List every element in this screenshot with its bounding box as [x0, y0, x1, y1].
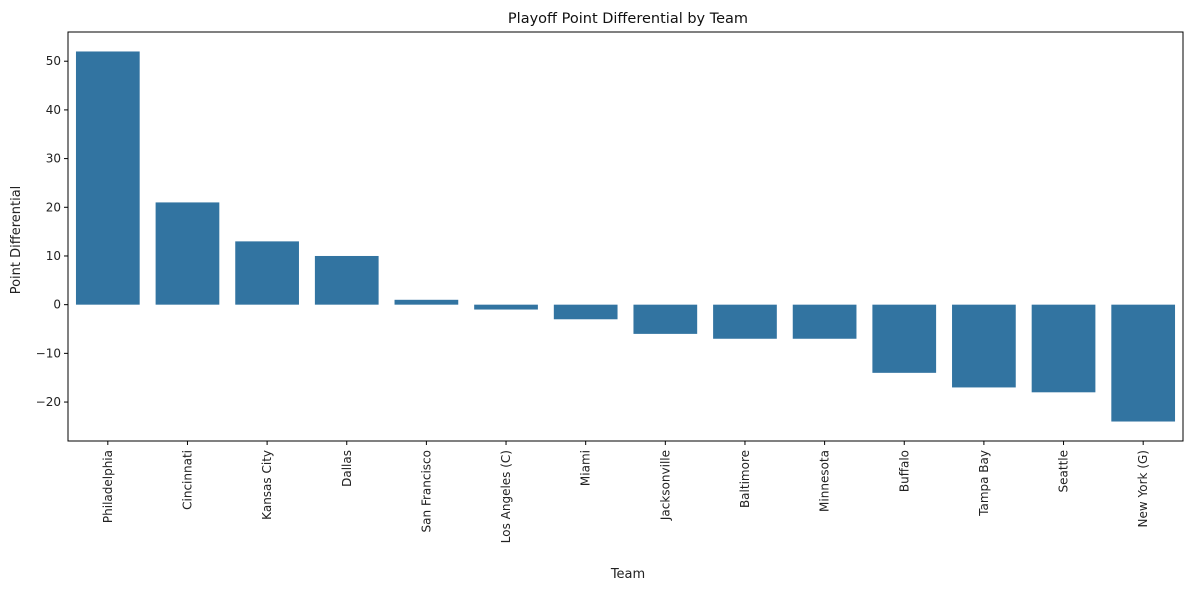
x-tick-label: Minnesota — [818, 450, 832, 512]
bar-san-francisco — [394, 299, 459, 305]
bar-tampa-bay — [952, 304, 1016, 388]
x-tick-label: Buffalo — [897, 450, 911, 492]
x-tick-label: New York (G) — [1136, 450, 1150, 527]
y-axis-ticks: −20 −10 0 10 20 30 40 50 — [36, 54, 68, 409]
bar-los-angeles-c — [474, 304, 538, 310]
y-tick-label: 0 — [53, 298, 61, 312]
y-tick-label: 20 — [46, 200, 61, 214]
y-tick-label: 40 — [46, 103, 61, 117]
y-tick-label: 10 — [46, 249, 61, 263]
x-tick-label: Cincinnati — [180, 450, 194, 510]
bar-dallas — [314, 255, 379, 305]
bar-philadelphia — [75, 51, 140, 305]
y-tick-label: 30 — [46, 152, 61, 166]
y-axis-label: Point Differential — [9, 186, 24, 295]
x-axis-ticks: Philadelphia Cincinnati Kansas City Dallas S… — [101, 441, 1150, 543]
chart-title: Playoff Point Differential by Team — [508, 11, 748, 27]
bar-jacksonville — [633, 304, 698, 334]
y-tick-label: −10 — [36, 346, 61, 360]
bar-baltimore — [713, 304, 777, 339]
x-tick-label: Dallas — [340, 450, 354, 487]
x-axis-label: Team — [610, 567, 645, 582]
y-tick-label: −20 — [36, 395, 61, 409]
bar-kansas-city — [235, 241, 299, 305]
x-tick-label: Jacksonville — [658, 450, 672, 521]
bar-miami — [553, 304, 618, 320]
x-tick-label: Tampa Bay — [977, 450, 991, 517]
x-tick-label: Baltimore — [738, 450, 752, 508]
x-tick-label: San Francisco — [419, 450, 433, 532]
axes-frame — [67, 31, 1184, 442]
x-tick-label: Philadelphia — [101, 450, 115, 523]
bar-seattle — [1031, 304, 1096, 393]
x-tick-label: Los Angeles (C) — [499, 450, 513, 543]
plot-area — [75, 51, 1176, 422]
x-tick-label: Seattle — [1057, 450, 1071, 492]
bar-cincinnati — [155, 202, 220, 305]
x-tick-label: Kansas City — [260, 450, 274, 520]
bar-buffalo — [872, 304, 937, 373]
bar-minnesota — [792, 304, 857, 339]
x-tick-label: Miami — [579, 450, 593, 486]
bar-new-york-g — [1111, 304, 1176, 422]
y-tick-label: 50 — [46, 54, 61, 68]
